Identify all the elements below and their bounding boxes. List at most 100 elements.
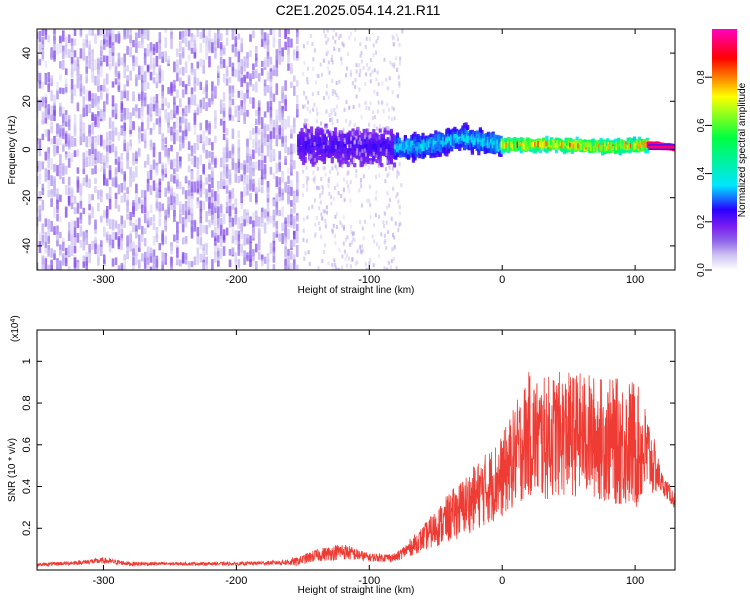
heatmap-cell [470,148,474,155]
heatmap-cell [184,210,188,220]
heatmap-cell [257,100,261,112]
heatmap-cell [37,54,39,66]
heatmap-cell [38,58,42,66]
heatmap-cell [269,139,273,151]
heatmap-cell [44,151,48,161]
heatmap-cell [161,51,164,60]
heatmap-cell [320,177,323,181]
heatmap-cell [393,64,396,69]
heatmap-cell [149,266,153,270]
heatmap-cell [123,84,126,92]
heatmap-cell [37,197,39,205]
heatmap-cell [126,142,129,151]
heatmap-cell [296,94,299,103]
x-tick-label: -200 [225,575,247,587]
heatmap-cell [222,92,226,102]
heatmap-cell [120,223,124,234]
heatmap-cell [257,177,261,190]
heatmap-cell [386,191,389,196]
heatmap-cell [275,115,279,128]
heatmap-cell [184,106,188,114]
heatmap-cell [170,109,173,120]
heatmap-cell [105,151,109,163]
heatmap-cell [281,128,284,139]
heatmap-cell [375,190,378,195]
heatmap-cell [266,211,270,222]
heatmap-cell [158,243,162,251]
heatmap-cell [237,90,241,98]
heatmap-cell [308,262,311,266]
heatmap-cell [361,226,364,231]
heatmap-cell [167,210,170,218]
heatmap-cell [38,102,42,109]
heatmap-cell [219,248,223,259]
heatmap-cell [386,205,389,210]
heatmap-cell [82,96,86,108]
heatmap-cell [372,152,375,156]
heatmap-cell [269,56,273,65]
heatmap-cell [246,82,249,93]
heatmap-cell [82,158,86,169]
heatmap-cell [559,141,563,146]
heatmap-cell [287,248,290,256]
heatmap-cell [132,95,135,102]
heatmap-cell [202,141,205,153]
heatmap-cell [252,178,255,186]
heatmap-cell [331,92,334,97]
heatmap-cell [355,63,358,68]
heatmap-cell [138,29,141,38]
heatmap-cell [272,127,276,139]
heatmap-cell [176,193,179,206]
heatmap-cell [64,78,68,87]
heatmap-cell [391,90,394,95]
heatmap-cell [324,222,327,227]
y-tick-label: -20 [21,190,33,206]
heatmap-cell [231,247,235,255]
heatmap-cell [314,143,318,151]
heatmap-cell [526,141,530,147]
heatmap-cell [181,89,185,98]
heatmap-cell [260,153,264,162]
heatmap-cell [214,232,217,241]
heatmap-cell [228,178,232,185]
heatmap-cell [293,193,296,203]
heatmap-cell [143,137,147,149]
heatmap-cell [135,76,138,87]
heatmap-cell [345,253,348,258]
heatmap-cell [284,181,287,193]
heatmap-cell [138,148,141,157]
heatmap-cell [170,31,173,39]
heatmap-cell [123,53,126,64]
heatmap-cell [73,138,77,147]
heatmap-cell [111,95,115,107]
heatmap-cell [260,29,264,40]
heatmap-cell [202,130,205,141]
heatmap-cell [225,144,229,153]
heatmap-cell [50,158,53,170]
heatmap-cell [369,72,372,77]
heatmap-cell [392,233,394,238]
heatmap-cell [388,135,391,140]
heatmap-cell [155,41,159,53]
heatmap-cell [290,143,293,156]
heatmap-cell [120,57,124,66]
heatmap-cell [120,127,124,136]
heatmap-cell [208,162,211,169]
heatmap-cell [306,215,309,220]
heatmap-cell [275,231,279,238]
heatmap-cell [335,104,338,109]
heatmap-cell [214,85,217,97]
heatmap-cell [260,60,264,68]
heatmap-cell [369,58,372,63]
heatmap-cell [266,71,270,79]
heatmap-cell [575,136,579,143]
heatmap-cell [164,215,167,224]
heatmap-cell [103,162,106,173]
heatmap-cell [73,195,77,204]
heatmap-cell [269,71,273,82]
heatmap-cell [67,151,71,160]
heatmap-cell [252,84,255,91]
heatmap-cell [354,78,357,83]
heatmap-cell [217,35,220,42]
heatmap-cell [284,221,287,232]
